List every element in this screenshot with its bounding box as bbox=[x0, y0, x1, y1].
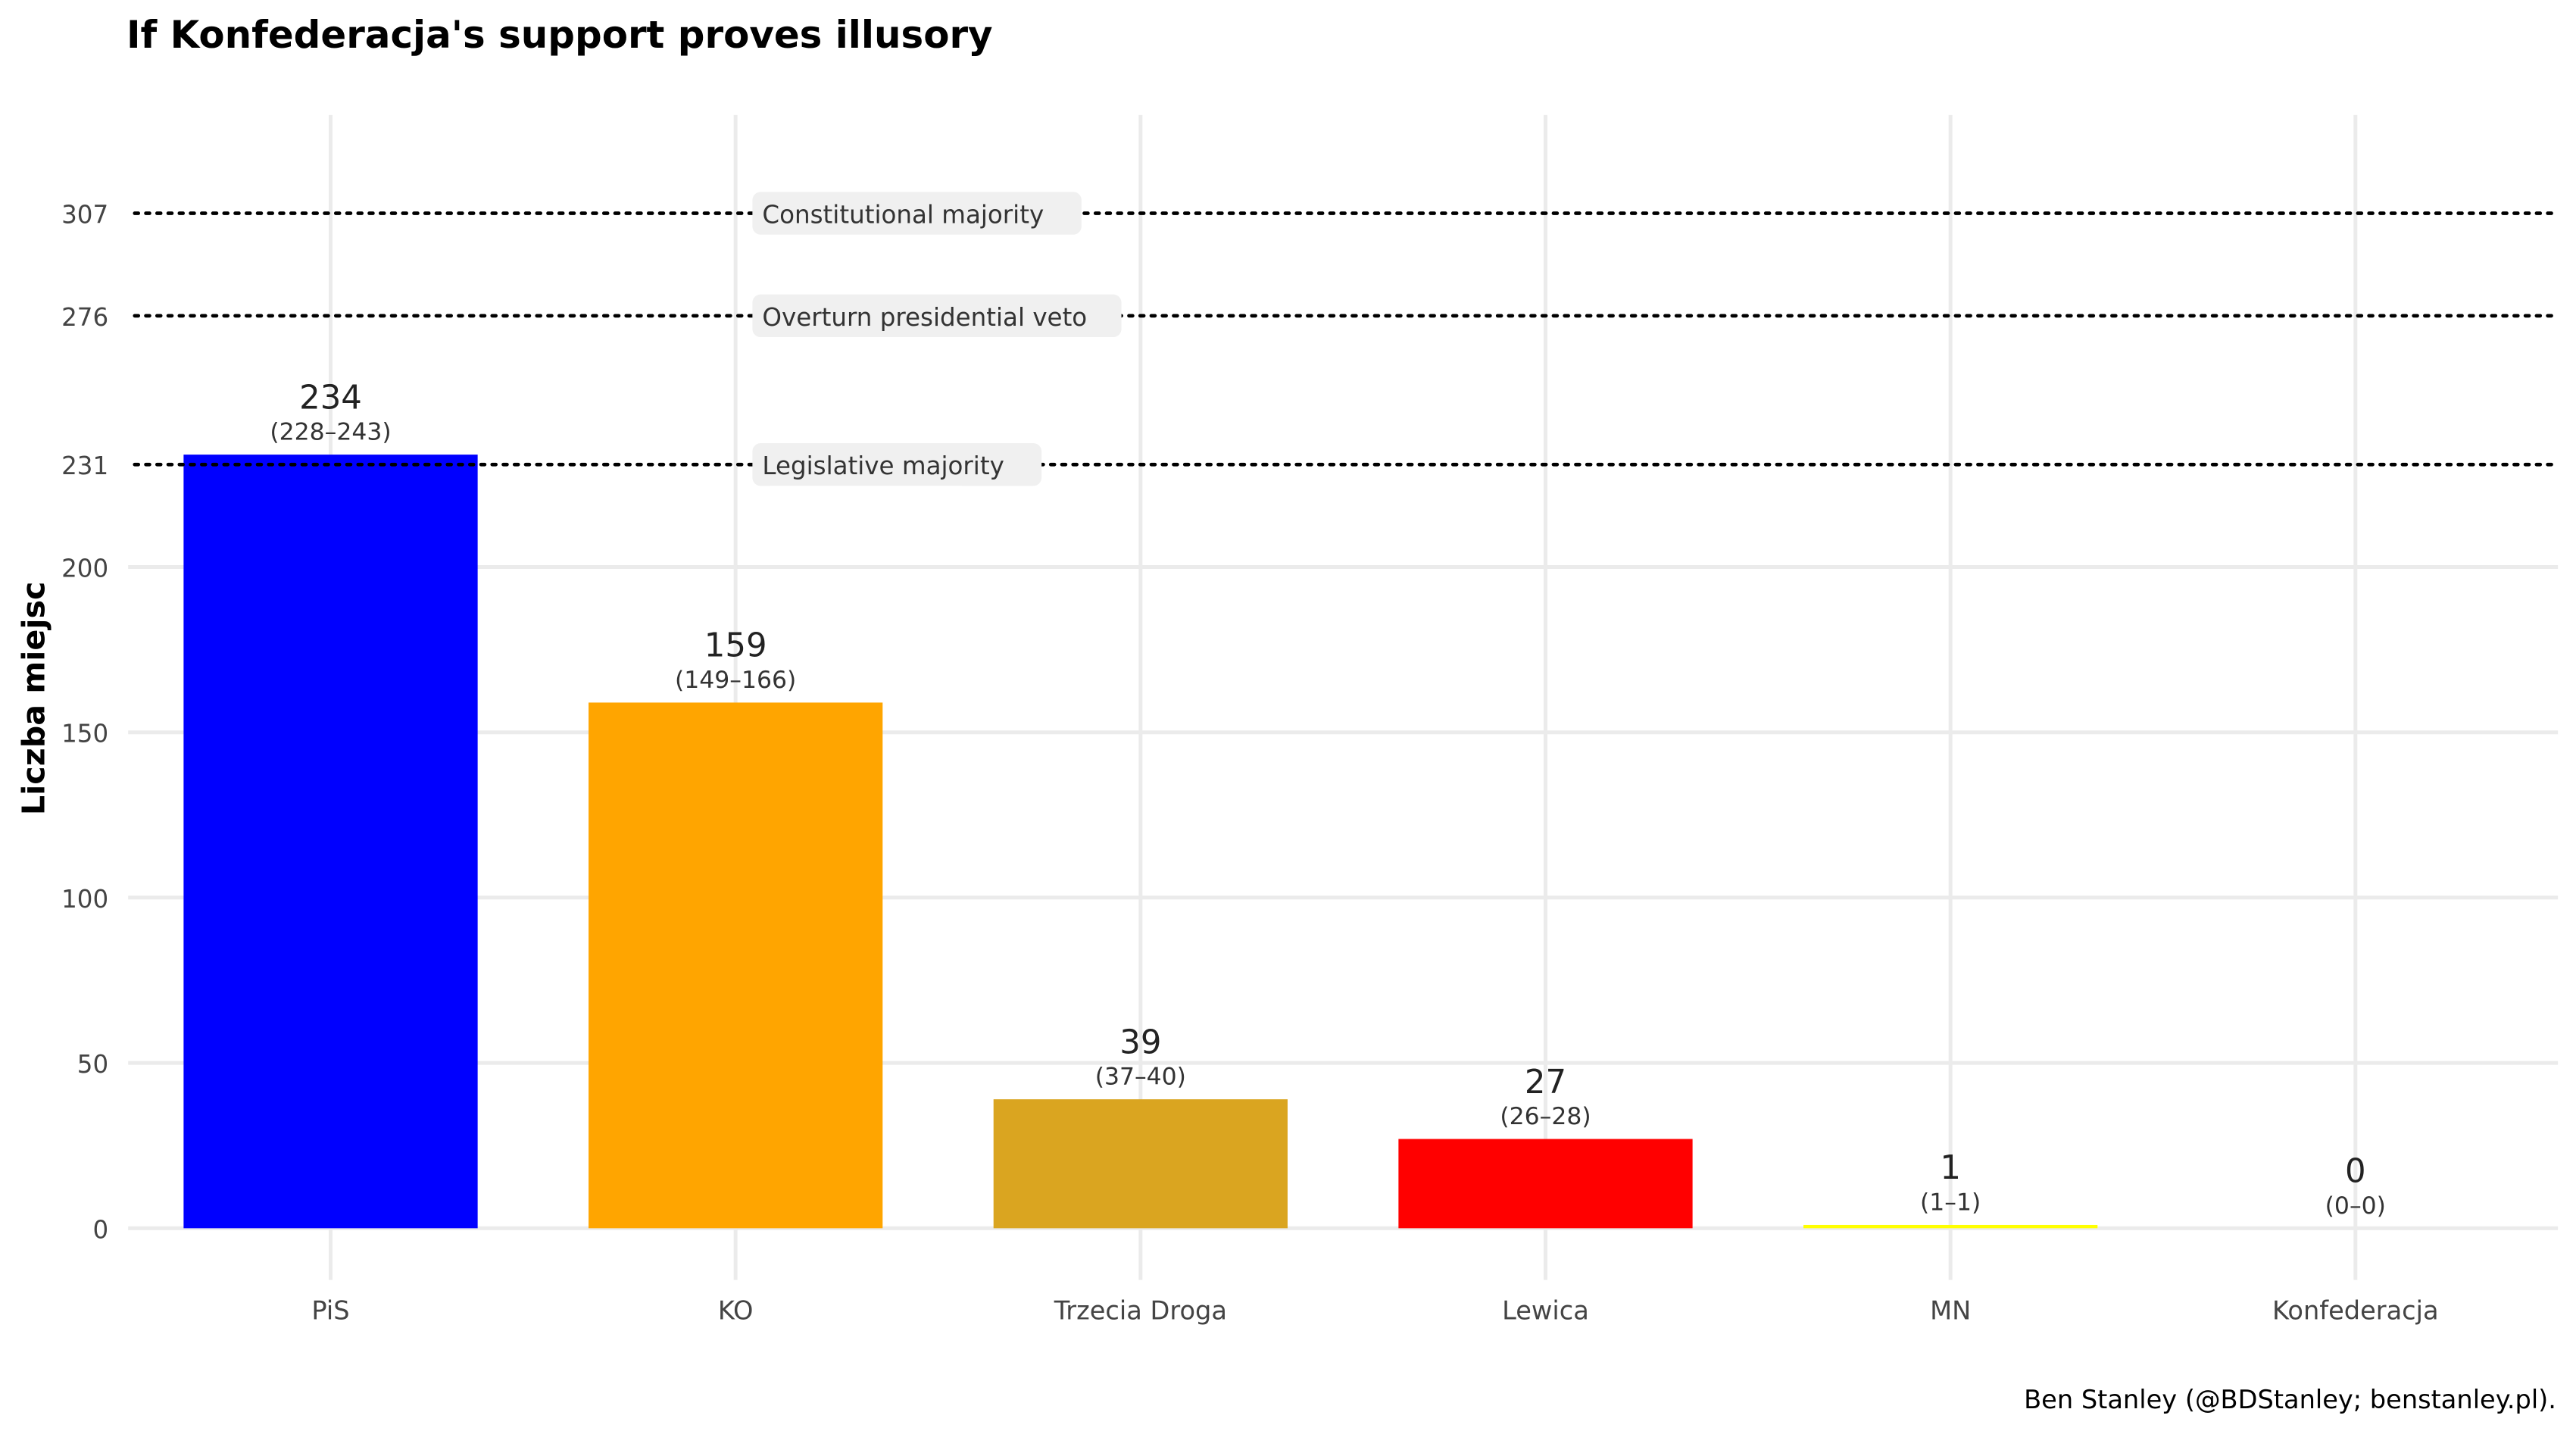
reference-label-box bbox=[752, 443, 1042, 486]
interval-label: (37–40) bbox=[1095, 1064, 1186, 1091]
bar bbox=[183, 455, 478, 1229]
caption: Ben Stanley (@BDStanley; benstanley.pl). bbox=[2024, 1385, 2556, 1414]
y-tick-label: 231 bbox=[61, 451, 108, 480]
x-tick-label: Trzecia Droga bbox=[1054, 1296, 1227, 1326]
y-tick-label: 307 bbox=[61, 201, 108, 230]
x-tick-label: Lewica bbox=[1502, 1296, 1589, 1326]
bar bbox=[589, 702, 883, 1229]
reference-label: Constitutional majority bbox=[762, 201, 1044, 230]
data-label: 39 bbox=[1119, 1023, 1161, 1061]
y-tick-label: 200 bbox=[61, 555, 108, 583]
reference-label: Overturn presidential veto bbox=[762, 303, 1087, 332]
bar bbox=[1803, 1224, 2098, 1229]
interval-label: (228–243) bbox=[270, 419, 391, 446]
bar bbox=[1398, 1139, 1693, 1229]
data-label: 234 bbox=[299, 379, 362, 417]
x-tick-label: MN bbox=[1930, 1296, 1971, 1326]
y-tick-label: 0 bbox=[92, 1215, 108, 1244]
interval-label: (149–166) bbox=[675, 667, 796, 694]
reference-label-box bbox=[752, 192, 1082, 235]
interval-label: (0–0) bbox=[2325, 1192, 2386, 1220]
data-label: 0 bbox=[2345, 1153, 2366, 1191]
x-tick-label: KO bbox=[718, 1296, 754, 1326]
reference-label: Legislative majority bbox=[762, 451, 1004, 480]
y-tick-label: 150 bbox=[61, 720, 108, 748]
reference-label-box bbox=[752, 294, 1122, 338]
x-tick-label: PiS bbox=[311, 1296, 349, 1326]
data-label: 159 bbox=[704, 627, 767, 665]
bar bbox=[993, 1099, 1288, 1229]
interval-label: (26–28) bbox=[1500, 1103, 1591, 1130]
chart-title: If Konfederacja's support proves illusor… bbox=[126, 13, 993, 57]
data-label: 1 bbox=[1940, 1149, 1961, 1187]
y-tick-label: 276 bbox=[61, 303, 108, 332]
interval-label: (1–1) bbox=[1920, 1189, 1981, 1216]
data-label: 27 bbox=[1525, 1064, 1566, 1101]
x-tick-label: Konfederacja bbox=[2272, 1296, 2439, 1326]
y-tick-label: 100 bbox=[61, 885, 108, 914]
y-tick-label: 50 bbox=[77, 1050, 108, 1079]
y-axis-label: Liczba miejsc bbox=[16, 582, 52, 816]
